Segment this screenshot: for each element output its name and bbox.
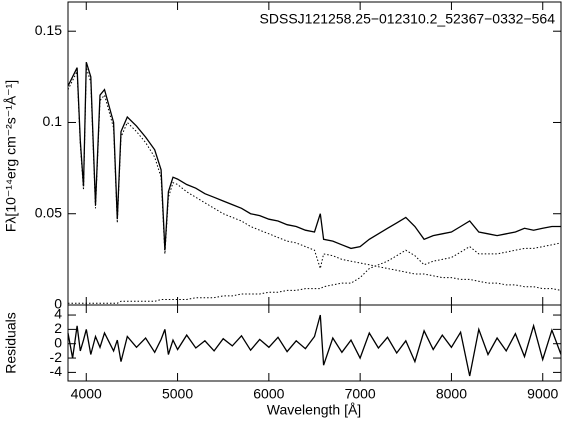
series-line [68, 242, 562, 304]
y-tick-label: 0 [54, 334, 62, 350]
x-tick-label: 9000 [527, 386, 558, 402]
series-line [67, 314, 562, 377]
x-tick-label: 4000 [71, 386, 102, 402]
y-axis-label: Residuals [3, 312, 19, 373]
x-tick-label: 7000 [345, 386, 376, 402]
x-axis-label: Wavelength [Å] [267, 402, 361, 418]
y-tick-label: 0.1 [43, 113, 63, 129]
y-tick-label: 2 [54, 320, 62, 336]
y-tick-label: -4 [50, 363, 63, 379]
y-tick-label: 0 [54, 296, 62, 312]
chart-title: SDSSJ121258.25−012310.2_52367−0332−564 [260, 11, 556, 27]
y-tick-label: -2 [50, 349, 63, 365]
y-tick-label: 0.15 [35, 22, 62, 38]
y-axis-label: Fλ[10⁻¹⁴erg cm⁻²s⁻¹Å⁻¹] [3, 80, 19, 232]
y-tick-label: 4 [54, 306, 62, 322]
x-tick-label: 6000 [253, 386, 284, 402]
series-line [67, 62, 561, 251]
x-tick-label: 5000 [162, 386, 193, 402]
series-line [67, 67, 562, 291]
plot-frame [67, 1, 562, 382]
y-tick-label: 0.05 [35, 204, 62, 220]
x-tick-label: 8000 [436, 386, 467, 402]
